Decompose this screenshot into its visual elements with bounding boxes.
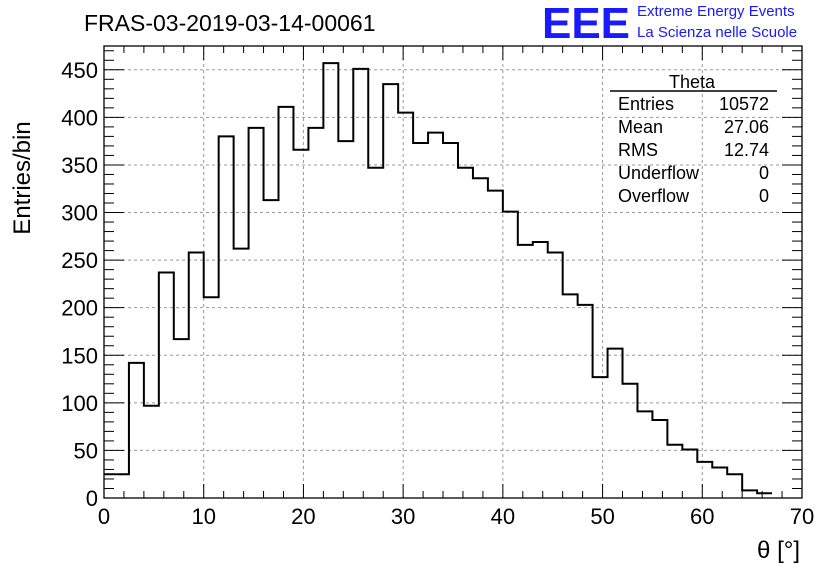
- histogram-bin: [503, 212, 518, 498]
- y-tick-label: 300: [61, 201, 98, 226]
- histogram-bin: [473, 178, 488, 498]
- x-tick-labels: 0 10 20 30 40 50 60 70: [98, 504, 814, 529]
- x-tick-label: 20: [291, 504, 315, 529]
- y-tick-label: 250: [61, 248, 98, 273]
- y-tick-label: 450: [61, 58, 98, 83]
- stats-box: Theta Entries 10572 Mean 27.06 RMS 12.74 Under…: [610, 72, 777, 206]
- histogram-bin: [443, 143, 458, 498]
- histogram-bin: [727, 474, 742, 498]
- y-tick-label: 0: [86, 486, 98, 511]
- y-tick-label: 50: [74, 438, 98, 463]
- logo-line1: Extreme Energy Events: [637, 3, 795, 20]
- stats-label: Underflow: [618, 163, 700, 183]
- histogram-bin: [548, 252, 563, 498]
- histogram-bin: [652, 420, 667, 498]
- y-tick-label: 400: [61, 105, 98, 130]
- logo-line2: La Scienza nelle Scuole: [637, 24, 798, 41]
- histogram-bin: [129, 363, 144, 498]
- stats-label: Overflow: [618, 186, 690, 206]
- y-tick-label: 350: [61, 153, 98, 178]
- histogram-bin: [413, 143, 428, 498]
- histogram-bin: [623, 384, 638, 498]
- histogram-bin: [189, 252, 204, 498]
- histogram-bin: [682, 449, 697, 498]
- histogram-bin: [323, 63, 338, 498]
- histogram-bin: [488, 191, 503, 498]
- stats-title: Theta: [669, 72, 716, 92]
- histogram-bin: [608, 349, 623, 498]
- stats-value: 27.06: [724, 117, 769, 137]
- stats-label: Mean: [618, 117, 663, 137]
- histogram-step-line: [104, 62, 773, 495]
- stats-value: 0: [759, 186, 769, 206]
- histogram-bin: [353, 69, 368, 498]
- histogram-bin: [308, 128, 323, 498]
- x-tick-label: 60: [690, 504, 714, 529]
- histogram-bin: [458, 168, 473, 498]
- y-tick-labels: 0 50 100 150 200 250 300 350 400 450: [61, 58, 98, 511]
- stats-label: Entries: [618, 94, 674, 114]
- x-tick-label: 10: [191, 504, 215, 529]
- histogram-bin: [293, 150, 308, 498]
- histogram-bin: [383, 84, 398, 498]
- histogram-bin: [219, 136, 234, 498]
- x-tick-label: 0: [98, 504, 110, 529]
- histogram-bin: [204, 297, 219, 498]
- grid-lines: [104, 46, 802, 498]
- histogram-bin: [234, 249, 249, 498]
- histogram-bin: [578, 305, 593, 498]
- x-tick-label: 40: [491, 504, 515, 529]
- histogram-bin: [518, 245, 533, 498]
- x-tick-label: 50: [590, 504, 614, 529]
- histogram-bin: [144, 406, 159, 498]
- logo-mark: EEE: [542, 2, 630, 42]
- histogram-bin: [264, 200, 279, 498]
- histogram-bin: [249, 128, 264, 498]
- tick-marks: [103, 46, 803, 499]
- y-tick-label: 100: [61, 391, 98, 416]
- histogram-bin: [159, 272, 174, 498]
- histogram-bin: [742, 490, 757, 498]
- histogram-bin: [398, 113, 413, 498]
- histogram-bin: [279, 107, 294, 498]
- stats-value: 12.74: [724, 140, 769, 160]
- stats-value: 0: [759, 163, 769, 183]
- stats-value: 10572: [719, 94, 769, 114]
- histogram-bin: [667, 445, 682, 498]
- run-title: FRAS-03-2019-03-14-00061: [84, 10, 376, 36]
- x-tick-label: 70: [790, 504, 814, 529]
- stats-label: RMS: [618, 140, 658, 160]
- histogram-bin: [697, 462, 712, 498]
- histogram-bin: [712, 468, 727, 498]
- histogram-bin: [428, 133, 443, 498]
- y-axis-label: Entries/bin: [9, 121, 36, 234]
- histogram-bin: [368, 168, 383, 498]
- x-tick-label: 30: [391, 504, 415, 529]
- histogram-bin: [563, 294, 578, 498]
- histogram-bin: [593, 377, 608, 498]
- y-tick-label: 200: [61, 296, 98, 321]
- histogram-bin: [338, 141, 353, 498]
- plot-frame: [103, 45, 803, 499]
- eee-logo: EEE: [542, 2, 630, 42]
- histogram-bin: [104, 474, 129, 498]
- histogram-bin: [533, 242, 548, 498]
- y-tick-label: 150: [61, 343, 98, 368]
- histogram-bin: [174, 339, 189, 498]
- histogram-bin: [637, 411, 652, 498]
- x-axis-label: θ [°]: [757, 537, 800, 564]
